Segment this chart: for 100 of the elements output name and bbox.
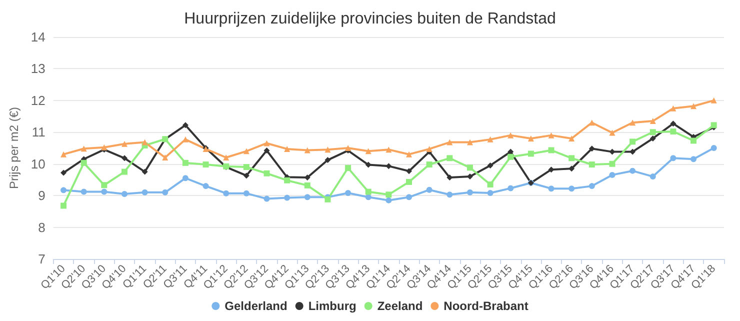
point	[324, 157, 331, 164]
point	[670, 105, 676, 112]
point	[466, 189, 473, 196]
point	[121, 190, 128, 197]
point	[568, 135, 575, 142]
point	[121, 140, 128, 147]
y-axis-title: Prijs per m2 (€)	[7, 106, 21, 190]
point	[182, 122, 188, 128]
point	[142, 139, 148, 146]
point	[60, 202, 67, 209]
point	[264, 140, 270, 146]
point	[60, 170, 67, 176]
point	[446, 192, 453, 198]
point	[80, 146, 87, 152]
point	[101, 182, 108, 188]
point	[446, 139, 453, 146]
point	[386, 197, 392, 204]
point	[528, 150, 534, 157]
point	[386, 192, 392, 198]
point	[264, 196, 270, 202]
point	[487, 162, 494, 168]
y-tick-label: 11	[32, 124, 46, 140]
point	[568, 186, 575, 192]
point	[365, 188, 372, 195]
point	[386, 146, 392, 153]
point	[243, 172, 250, 179]
point	[284, 177, 290, 184]
point	[60, 187, 67, 194]
point	[548, 186, 554, 192]
point	[284, 146, 290, 152]
point	[568, 166, 575, 172]
point	[406, 168, 412, 174]
point	[142, 168, 148, 175]
chart-title: Huurprijzen zuidelijke provincies buiten de Randstad	[184, 10, 556, 28]
point	[528, 135, 534, 142]
point	[508, 185, 514, 192]
point	[243, 148, 250, 154]
point	[162, 189, 168, 196]
point	[304, 194, 310, 200]
point	[568, 155, 575, 162]
point	[548, 132, 554, 138]
point	[80, 188, 87, 195]
point	[304, 182, 310, 188]
point	[630, 168, 636, 174]
point	[588, 146, 595, 152]
point	[324, 146, 331, 153]
point	[487, 136, 494, 142]
point	[588, 120, 595, 126]
legend-label: Zeeland	[377, 299, 423, 313]
y-tick-label: 7	[38, 252, 46, 266]
point	[345, 145, 352, 151]
y-tick-label: 14	[30, 30, 46, 44]
point	[365, 194, 372, 200]
point	[670, 155, 676, 162]
point	[446, 155, 453, 162]
point	[650, 135, 656, 142]
point	[101, 188, 108, 195]
y-tick-label: 13	[30, 61, 46, 76]
point	[202, 161, 209, 168]
point	[223, 154, 230, 161]
point	[264, 170, 270, 176]
point	[588, 161, 595, 168]
point	[630, 120, 636, 126]
point	[80, 160, 87, 166]
point	[466, 139, 473, 146]
point	[142, 189, 148, 196]
point	[609, 172, 616, 178]
point	[466, 164, 473, 171]
point	[406, 194, 412, 200]
point	[182, 160, 188, 166]
legend-label: Noord-Brabant	[444, 299, 528, 313]
point	[650, 118, 656, 124]
point	[508, 132, 514, 138]
point	[670, 120, 676, 127]
legend-label: Gelderland	[224, 299, 288, 313]
point	[60, 151, 67, 158]
y-tick-label: 8	[38, 220, 46, 235]
point	[487, 181, 494, 188]
point	[202, 183, 209, 190]
point	[630, 148, 636, 155]
point	[345, 190, 352, 196]
point	[101, 144, 108, 150]
point	[710, 145, 717, 151]
point	[243, 164, 250, 170]
point	[345, 164, 352, 171]
point	[182, 175, 188, 182]
point	[508, 154, 514, 160]
y-tick-label: 12	[30, 92, 46, 108]
point	[650, 174, 656, 180]
point	[650, 129, 656, 136]
point	[690, 138, 697, 144]
point	[670, 128, 676, 135]
point	[284, 194, 290, 201]
point	[426, 161, 432, 168]
point	[304, 147, 310, 154]
point	[609, 160, 616, 167]
point	[426, 146, 432, 152]
point	[223, 190, 230, 196]
point	[588, 183, 595, 190]
point	[243, 190, 250, 196]
